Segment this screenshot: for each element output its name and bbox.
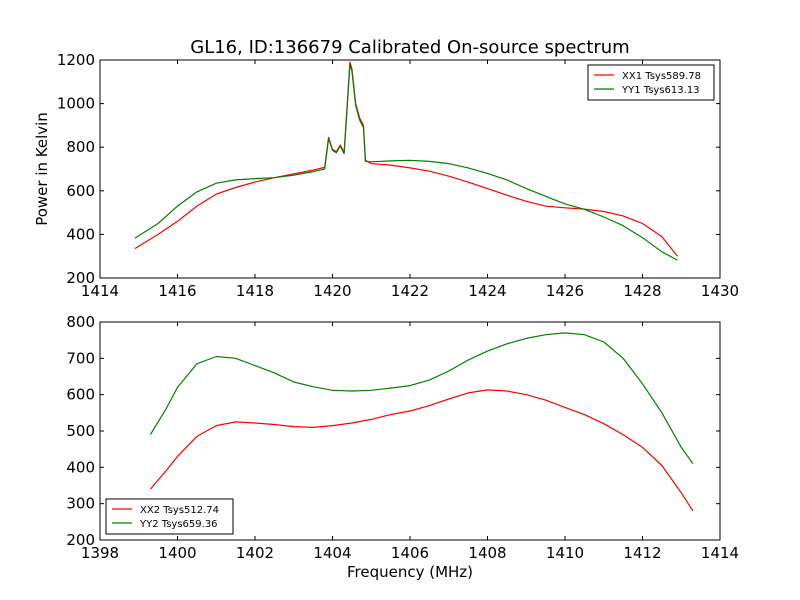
x-tick-label: 1404: [313, 544, 351, 562]
x-tick-label: 1402: [236, 544, 274, 562]
x-tick-label: 1426: [546, 282, 584, 300]
x-tick-label: 1414: [81, 282, 119, 300]
y-tick-label: 700: [66, 349, 95, 367]
series-line-xx2: [149, 389, 694, 512]
x-tick-label: 1398: [81, 544, 119, 562]
legend-label: XX2 Tsys512.74: [140, 505, 219, 516]
y-tick-label: 600: [66, 386, 95, 404]
y-tick-label: 800: [66, 138, 95, 156]
x-tick-label: 1406: [391, 544, 429, 562]
x-tick-label: 1422: [391, 282, 429, 300]
bottom-subplot: Frequency (MHz) 1398 1400 1402 1404 1406 1408…: [66, 313, 739, 581]
legend-label: XX1 Tsys589.78: [622, 71, 701, 82]
x-tick-label: 1412: [623, 544, 661, 562]
x-tick-label: 1416: [158, 282, 196, 300]
series-line-yy1: [134, 63, 678, 261]
y-tick-label: 400: [66, 458, 95, 476]
y-tick-label: 200: [66, 269, 95, 287]
x-tick-label: 1408: [468, 544, 506, 562]
y-tick-label: 400: [66, 225, 95, 243]
y-tick-label: 500: [66, 422, 95, 440]
legend-box: [587, 64, 715, 101]
x-tick-label: 1410: [546, 544, 584, 562]
y-axis-label: Power in Kelvin: [33, 112, 51, 226]
y-tick-label: 600: [66, 182, 95, 200]
y-tick-label: 300: [66, 495, 95, 513]
legend-box: [105, 498, 234, 535]
series-line-yy2: [149, 332, 694, 465]
legend-label: YY2 Tsys659.36: [139, 519, 218, 530]
x-tick-label: 1430: [701, 282, 739, 300]
y-tick-label: 1200: [57, 51, 95, 69]
y-tick-label: 800: [66, 313, 95, 331]
top-subplot: GL16, ID:136679 Calibrated On-source spe…: [33, 37, 739, 300]
y-tick-label: 1000: [57, 95, 95, 113]
chart-title: GL16, ID:136679 Calibrated On-source spe…: [190, 37, 629, 58]
legend-label: YY1 Tsys613.13: [621, 85, 700, 96]
y-tick-label: 200: [66, 531, 95, 549]
x-tick-label: 1418: [236, 282, 274, 300]
x-tick-label: 1414: [701, 544, 739, 562]
x-tick-label: 1420: [313, 282, 351, 300]
x-tick-label: 1424: [468, 282, 506, 300]
x-tick-label: 1400: [158, 544, 196, 562]
x-tick-label: 1428: [623, 282, 661, 300]
x-axis-label: Frequency (MHz): [347, 563, 473, 581]
